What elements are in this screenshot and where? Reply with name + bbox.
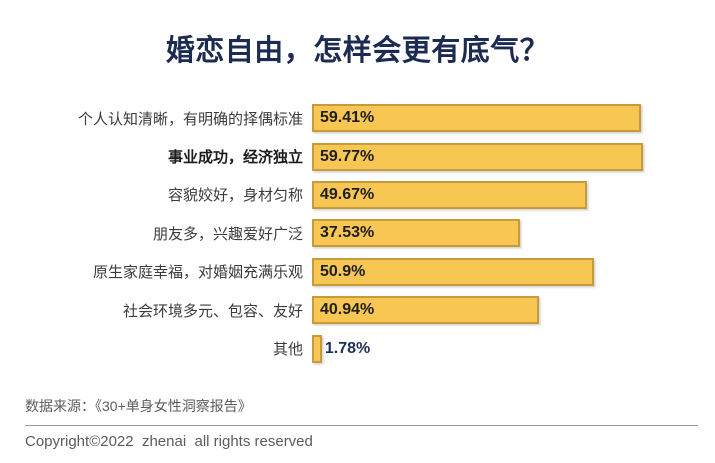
- value-label: 37.53%: [320, 224, 375, 242]
- value-label: 50.9%: [320, 262, 366, 280]
- bar: 37.53%: [312, 219, 520, 248]
- bar: 59.41%: [312, 104, 642, 133]
- bar-track: 50.9%: [312, 257, 715, 286]
- bar-track: 40.94%: [312, 296, 715, 325]
- bar-track: 59.77%: [312, 142, 715, 171]
- data-source: 数据来源：《30+单身女性洞察报告》: [25, 398, 252, 414]
- category-label: 其他: [272, 341, 303, 359]
- bar: [312, 334, 322, 363]
- category-label: 容貌姣好，身材匀称: [167, 187, 303, 205]
- value-label: 1.78%: [324, 339, 371, 357]
- category-label: 社会环境多元、包容、友好: [122, 302, 303, 320]
- bar-row: 原生家庭幸福，对婚姻充满乐观 50.9%: [0, 253, 715, 291]
- footer: 数据来源：《30+单身女性洞察报告》 Copyright©2022 zhenai…: [25, 396, 698, 450]
- value-label: 49.67%: [320, 185, 375, 203]
- bar: 49.67%: [312, 180, 588, 209]
- value-label: 40.94%: [320, 301, 375, 319]
- bar: 50.9%: [312, 257, 594, 286]
- chart-title: 婚恋自由，怎样会更有底气？: [165, 35, 550, 67]
- value-label: 59.77%: [320, 147, 375, 165]
- category-label: 事业成功，经济独立: [167, 149, 303, 167]
- bar-track: 59.41%: [312, 104, 715, 133]
- bar-track: 37.53%: [312, 219, 715, 248]
- bar: 59.77%: [312, 142, 644, 171]
- bar-track: 49.67%: [312, 180, 715, 209]
- chart: 个人认知清晰，有明确的择偶标准 59.41% 事业成功，经济独立 59.77% …: [0, 99, 715, 368]
- category-label: 朋友多，兴趣爱好广泛: [152, 225, 303, 243]
- bar-row: 其他 1.78%: [0, 329, 715, 367]
- bar-row: 容貌姣好，身材匀称 49.67%: [0, 176, 715, 214]
- category-label: 原生家庭幸福，对婚姻充满乐观: [92, 264, 303, 282]
- bar-row: 社会环境多元、包容、友好 40.94%: [0, 291, 715, 329]
- bar-row: 个人认知清晰，有明确的择偶标准 59.41%: [0, 99, 715, 137]
- footer-divider: [25, 425, 698, 426]
- bar-track: 1.78%: [312, 334, 715, 363]
- value-label: 59.41%: [320, 109, 375, 127]
- copyright: Copyright©2022 zhenai all rights reserve…: [25, 433, 313, 450]
- bar-row: 朋友多，兴趣爱好广泛 37.53%: [0, 214, 715, 252]
- bar-row: 事业成功，经济独立 59.77%: [0, 137, 715, 175]
- bar: 40.94%: [312, 296, 539, 325]
- category-label: 个人认知清晰，有明确的择偶标准: [77, 110, 303, 128]
